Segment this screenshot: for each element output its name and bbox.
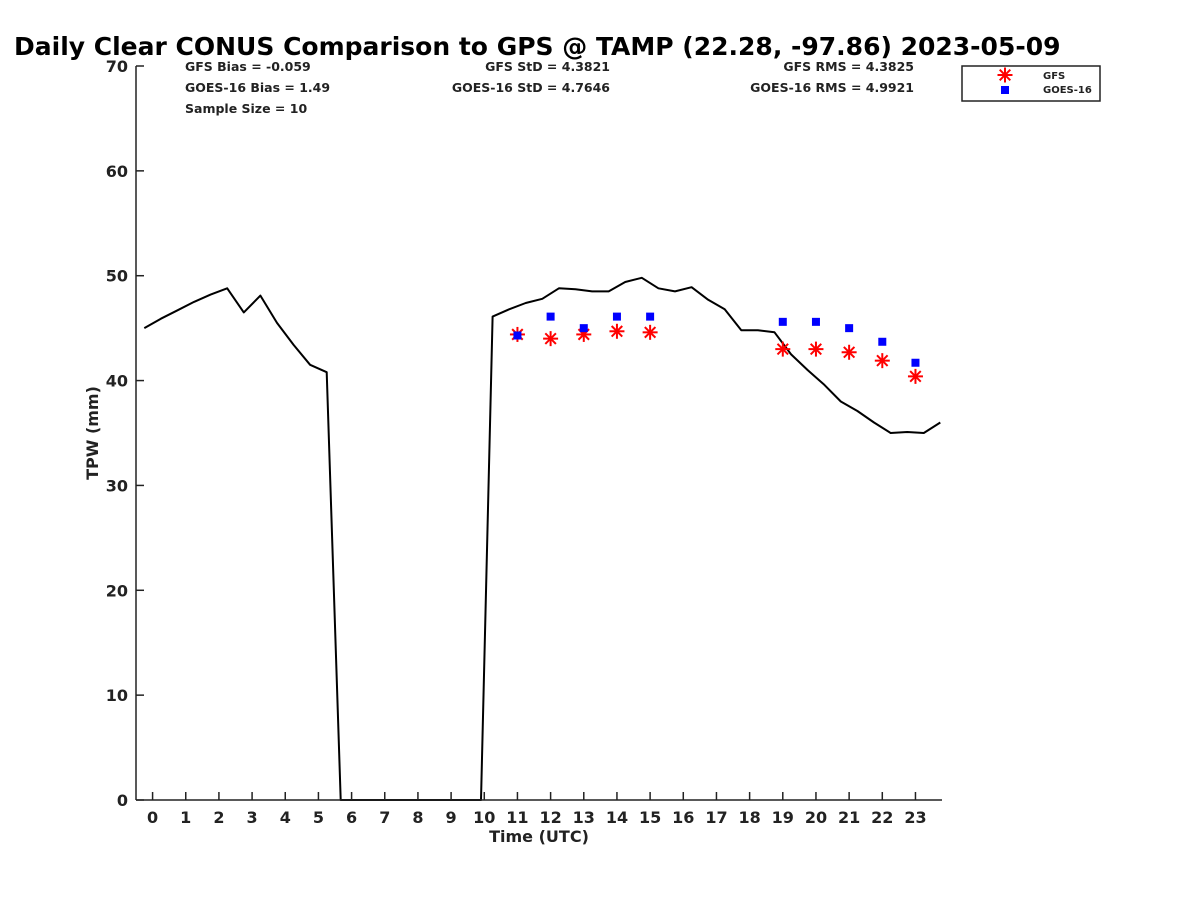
- x-tick-label: 8: [412, 808, 423, 827]
- gfs-point: [543, 331, 559, 347]
- stat-gfs-rms: GFS RMS = 4.3825: [783, 59, 914, 74]
- x-tick-label: 5: [313, 808, 324, 827]
- y-tick-label: 30: [106, 476, 128, 495]
- legend-goes-marker: [1001, 86, 1009, 94]
- x-axis-label: Time (UTC): [489, 827, 589, 846]
- goes-16-point: [845, 324, 854, 333]
- goes-16-point: [513, 331, 522, 340]
- x-tick-label: 15: [639, 808, 661, 827]
- goes-16-point: [612, 312, 621, 321]
- markers-layer: [509, 312, 923, 384]
- x-tick-label: 7: [379, 808, 390, 827]
- legend-gfs-symbol: [997, 67, 1013, 83]
- y-axis-label: TPW (mm): [83, 386, 102, 480]
- goes-16-point: [579, 324, 588, 333]
- plot-area: [143, 276, 941, 801]
- x-tick-label: 3: [247, 808, 258, 827]
- x-tick-label: 23: [904, 808, 926, 827]
- y-tick-label: 40: [106, 372, 128, 391]
- y-tick-label: 50: [106, 267, 128, 286]
- x-tick-label: 6: [346, 808, 357, 827]
- x-tick-label: 17: [705, 808, 727, 827]
- chart-title: Daily Clear CONUS Comparison to GPS @ TA…: [14, 32, 1061, 61]
- legend-goes-symbol: [1001, 86, 1009, 94]
- stat-goes-std: GOES-16 StD = 4.7646: [452, 80, 610, 95]
- y-tick-label: 20: [106, 581, 128, 600]
- stat-sample-size: Sample Size = 10: [185, 101, 307, 116]
- y-tick-label: 60: [106, 162, 128, 181]
- goes-16-point: [646, 312, 655, 321]
- goes-16-point: [911, 358, 920, 367]
- legend-box: [961, 65, 1101, 102]
- gfs-point: [841, 344, 857, 360]
- x-tick-label: 20: [805, 808, 827, 827]
- x-tick-label: 0: [147, 808, 158, 827]
- stat-gfs-bias: GFS Bias = -0.059: [185, 59, 311, 74]
- goes-16-point: [811, 317, 820, 326]
- gfs-point: [907, 368, 923, 384]
- x-tick-label: 2: [213, 808, 224, 827]
- y-tick-label: 10: [106, 686, 128, 705]
- gfs-point: [642, 324, 658, 340]
- stat-gfs-std: GFS StD = 4.3821: [485, 59, 610, 74]
- goes-16-point: [546, 312, 555, 321]
- x-tick-label: 21: [838, 808, 860, 827]
- x-tick-label: 18: [738, 808, 760, 827]
- gfs-point: [609, 323, 625, 339]
- y-tick-label: 70: [106, 57, 128, 76]
- x-tick-label: 16: [672, 808, 694, 827]
- x-tick-label: 11: [506, 808, 528, 827]
- stat-goes-rms: GOES-16 RMS = 4.9921: [750, 80, 914, 95]
- gps-tpw-line: [143, 276, 941, 801]
- legend-gfs-label: GFS: [1043, 71, 1065, 82]
- x-tick-label: 14: [606, 808, 628, 827]
- goes-16-point: [878, 337, 887, 346]
- x-tick-label: 10: [473, 808, 495, 827]
- y-axis-ticks: 0 10 20 30 40 50 60 70: [106, 57, 144, 810]
- y-tick-label: 0: [117, 791, 128, 810]
- x-tick-label: 19: [772, 808, 794, 827]
- goes-16-point: [778, 317, 787, 326]
- x-tick-label: 13: [573, 808, 595, 827]
- gfs-point: [874, 353, 890, 369]
- x-tick-label: 12: [539, 808, 561, 827]
- x-tick-label: 22: [871, 808, 893, 827]
- x-tick-label: 4: [280, 808, 291, 827]
- x-axis-ticks: 0 1 2 3 4 5 6 7 8 9 10 11 12 13 14 15 16 17 18 19 20 21 22 23: [147, 792, 927, 827]
- x-tick-label: 9: [446, 808, 457, 827]
- legend: GFS GOES-16: [961, 65, 1101, 102]
- legend-gfs-marker: [997, 67, 1013, 83]
- legend-goes-label: GOES-16: [1043, 85, 1092, 96]
- gfs-point: [775, 341, 791, 357]
- gfs-point: [808, 341, 824, 357]
- x-tick-label: 1: [180, 808, 191, 827]
- stat-goes-bias: GOES-16 Bias = 1.49: [185, 80, 330, 95]
